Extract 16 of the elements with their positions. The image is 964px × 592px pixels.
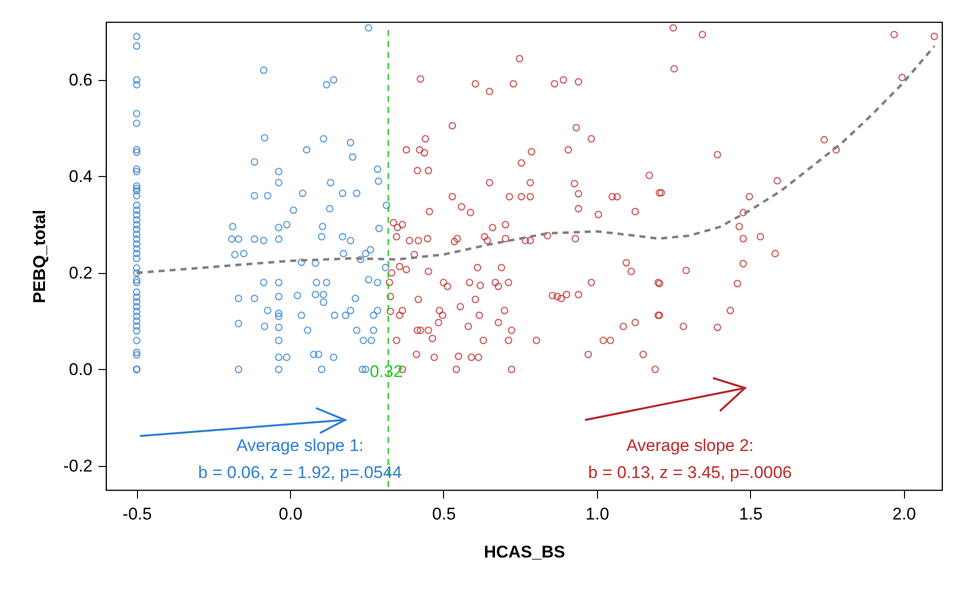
x-tick-label: 1.5	[738, 504, 763, 524]
y-tick-label: 0.6	[68, 70, 92, 90]
y-tick-label: 0.0	[68, 360, 92, 379]
annotation: Average slope 2: b = 0.13, z = 3.45, p=.0006	[588, 436, 792, 482]
annotation: Average slope 1: b = 0.06, z = 1.92, p=.0544	[198, 436, 402, 482]
x-tick-label: 2.0	[892, 504, 916, 524]
x-tick-label: 1.0	[586, 504, 610, 524]
x-axis-title: HCAS_BS	[484, 542, 566, 562]
y-tick-label: 0.2	[68, 263, 92, 282]
x-tick-label: 0.5	[432, 504, 456, 524]
y-axis-title: PEBQ_total	[30, 210, 50, 304]
y-tick-label: -0.2	[63, 456, 92, 476]
line-series	[135, 44, 936, 274]
x-tick-label: -0.5	[122, 504, 152, 524]
y-tick-label: 0.4	[68, 166, 92, 186]
x-tick-label: 0.0	[278, 504, 302, 524]
